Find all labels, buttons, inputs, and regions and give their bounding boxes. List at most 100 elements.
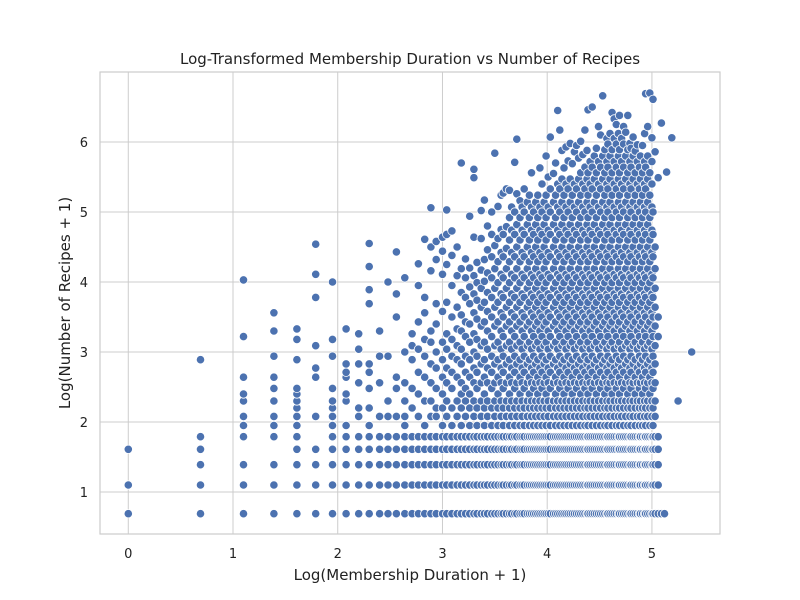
data-point [123,480,133,490]
data-point [648,292,658,302]
data-point [550,158,561,168]
data-point [510,229,520,239]
data-point [650,321,660,331]
data-point [269,372,279,382]
data-point [647,157,657,167]
data-point [460,254,471,264]
data-point [472,351,482,361]
data-point [456,344,466,354]
data-point [591,143,602,153]
data-point [452,302,462,312]
data-point [364,383,374,393]
data-point [311,480,321,490]
data-point [327,277,338,287]
data-point [420,292,430,302]
data-point [504,213,515,223]
data-point [400,396,410,406]
data-point [413,411,423,421]
data-point [341,432,351,442]
data-point [456,158,466,168]
data-point [311,292,321,302]
data-point [465,299,475,309]
data-point [391,372,401,382]
data-point [327,383,338,393]
data-point [598,91,608,101]
y-axis-label: Log(Number of Recipes + 1) [56,197,74,409]
data-point [487,207,497,217]
data-point [465,319,475,329]
data-point [374,432,385,442]
data-point [490,148,500,158]
data-point [442,396,452,406]
data-point [292,480,302,490]
data-point [269,509,279,519]
data-point [452,271,462,281]
data-point [469,173,479,183]
data-point [364,285,374,295]
data-point [472,367,482,377]
data-point [327,509,338,519]
data-point [374,326,385,336]
data-point [383,411,393,421]
data-point [391,480,401,490]
data-point [648,420,658,431]
data-point [123,509,133,519]
data-point [465,389,475,399]
data-point [354,378,364,388]
data-point [545,184,555,194]
data-point [383,277,393,287]
data-point [364,509,374,519]
data-point [364,444,374,454]
data-point [407,403,417,413]
data-point [341,480,351,490]
data-point [479,355,489,365]
data-point [420,308,430,318]
data-point [238,420,249,431]
data-point [391,247,401,257]
data-point [653,331,663,342]
data-point [311,460,321,470]
data-point [407,329,417,339]
data-point [292,334,302,344]
data-point [582,145,592,155]
data-point [437,337,448,347]
data-point [512,134,522,144]
data-point [553,105,563,116]
data-point [452,411,462,421]
data-point [426,326,436,336]
data-point [643,122,653,132]
data-point [431,383,441,393]
data-point [437,246,448,256]
data-point [482,221,493,231]
data-point [653,312,663,322]
data-point [614,110,625,121]
data-point [487,367,497,377]
data-point [269,460,279,470]
data-point [628,132,638,142]
data-point [383,509,393,519]
data-point [374,378,385,388]
data-point [431,299,441,309]
data-point [383,351,393,361]
x-tick-label: 2 [334,547,342,562]
data-point [311,341,321,351]
data-point [413,389,423,399]
data-point [498,331,508,342]
data-point [238,460,249,470]
data-point [687,347,697,357]
data-point [498,292,508,302]
data-point [391,460,401,470]
data-point [364,238,374,249]
data-point [341,460,351,470]
data-point [580,125,590,135]
data-point [476,234,486,244]
data-point [442,344,452,354]
data-point [374,460,385,470]
data-point [621,127,631,137]
data-point [426,242,436,252]
data-point [437,355,448,365]
data-point [482,245,493,255]
data-point [426,337,436,347]
data-point [487,331,497,342]
data-point [383,460,393,470]
